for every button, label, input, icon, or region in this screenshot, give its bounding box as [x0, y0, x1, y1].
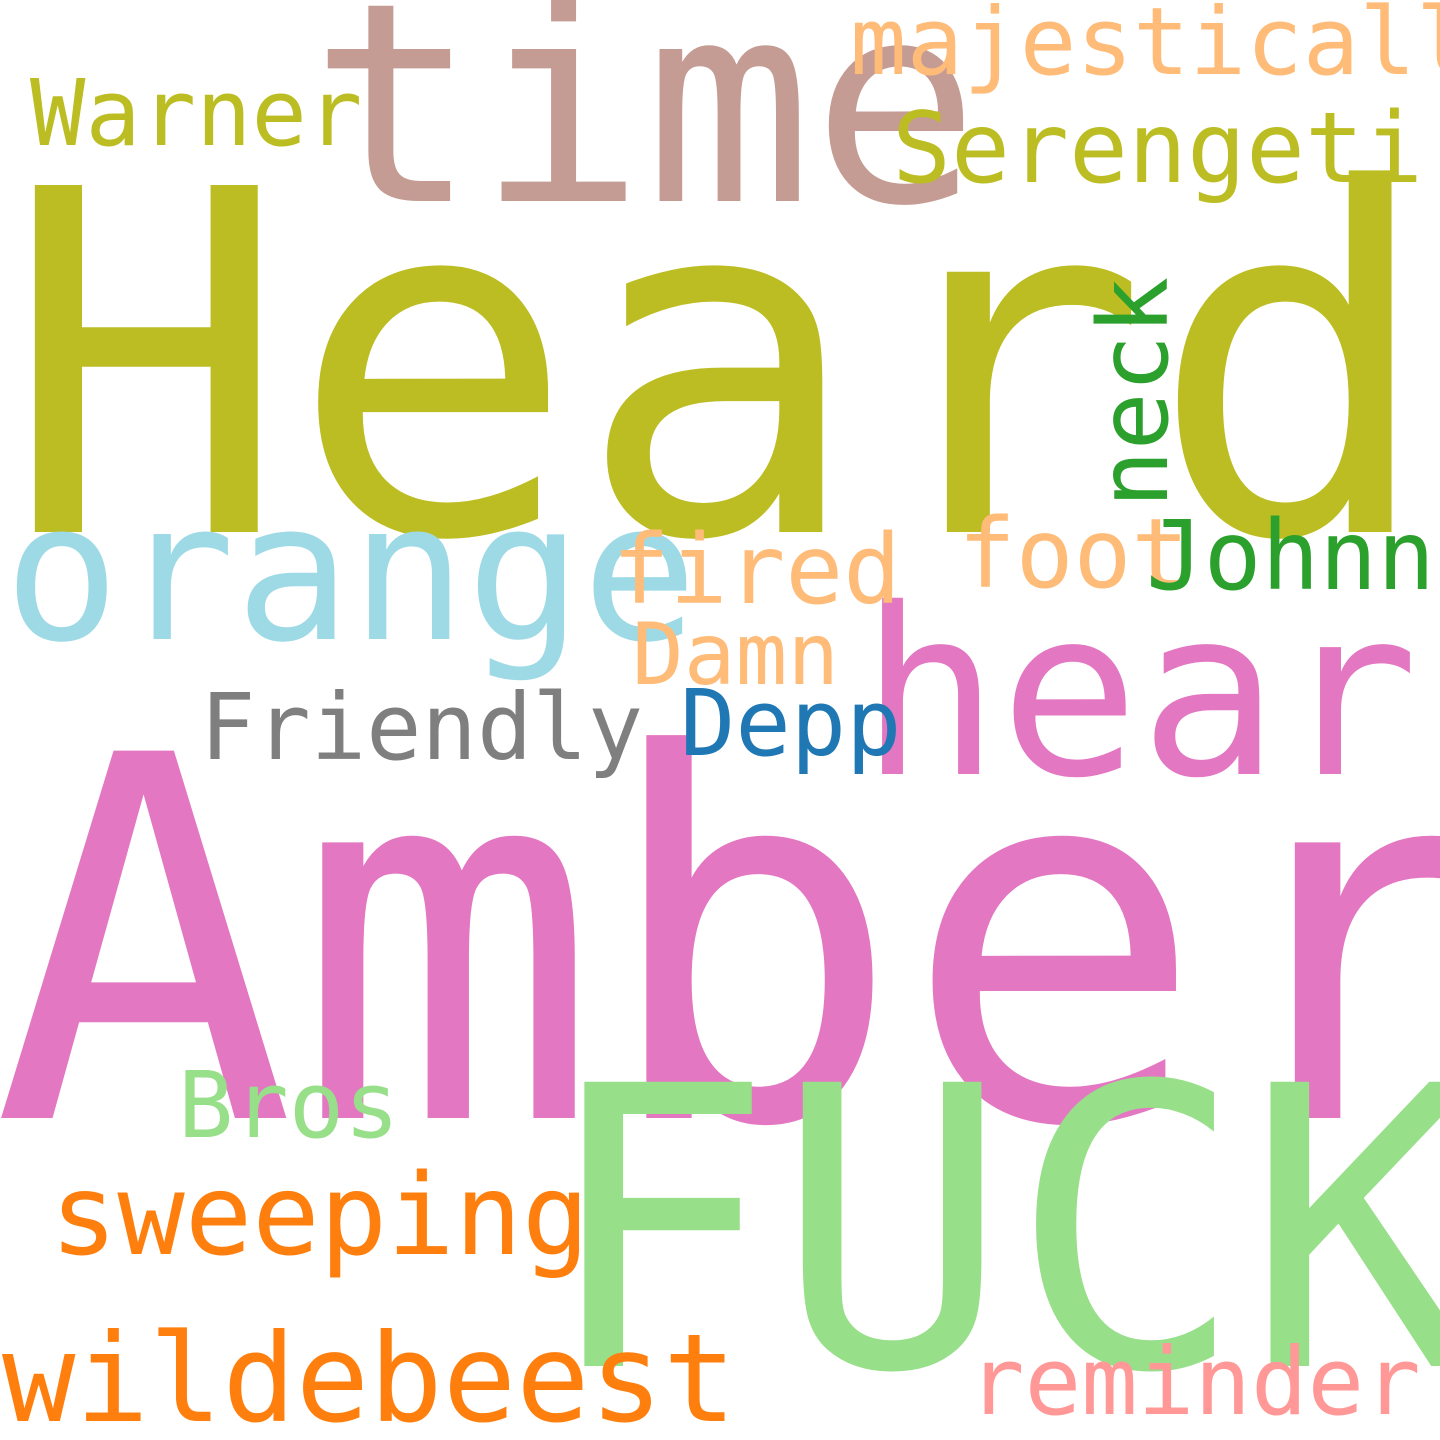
word-majestically: majestically — [850, 0, 1440, 97]
word-orange: orange — [4, 462, 698, 685]
word-johnny: Johnny — [1146, 500, 1440, 612]
word-fired: fired — [612, 514, 901, 626]
word-heard: Heard — [3, 91, 1436, 645]
word-damn: Damn — [632, 605, 840, 705]
word-fuck: FUCK — [540, 1004, 1440, 1440]
word-serengeti: Serengeti — [892, 92, 1424, 206]
word-amber: Amber — [0, 650, 1440, 1237]
word-neck: neck — [1078, 276, 1190, 508]
word-warner: Warner — [30, 60, 363, 167]
word-time: time — [310, 0, 980, 267]
word-hear: hear — [860, 559, 1419, 829]
word-reminder: reminder — [968, 1328, 1421, 1437]
word-foot: foot — [958, 498, 1190, 610]
word-depp: Depp — [680, 670, 902, 777]
word-wildebeest: wildebeest — [2, 1308, 737, 1440]
word-bros: Bros — [178, 1052, 400, 1159]
word-sweeping: sweeping — [50, 1151, 590, 1281]
word-friendly: Friendly — [200, 674, 644, 781]
